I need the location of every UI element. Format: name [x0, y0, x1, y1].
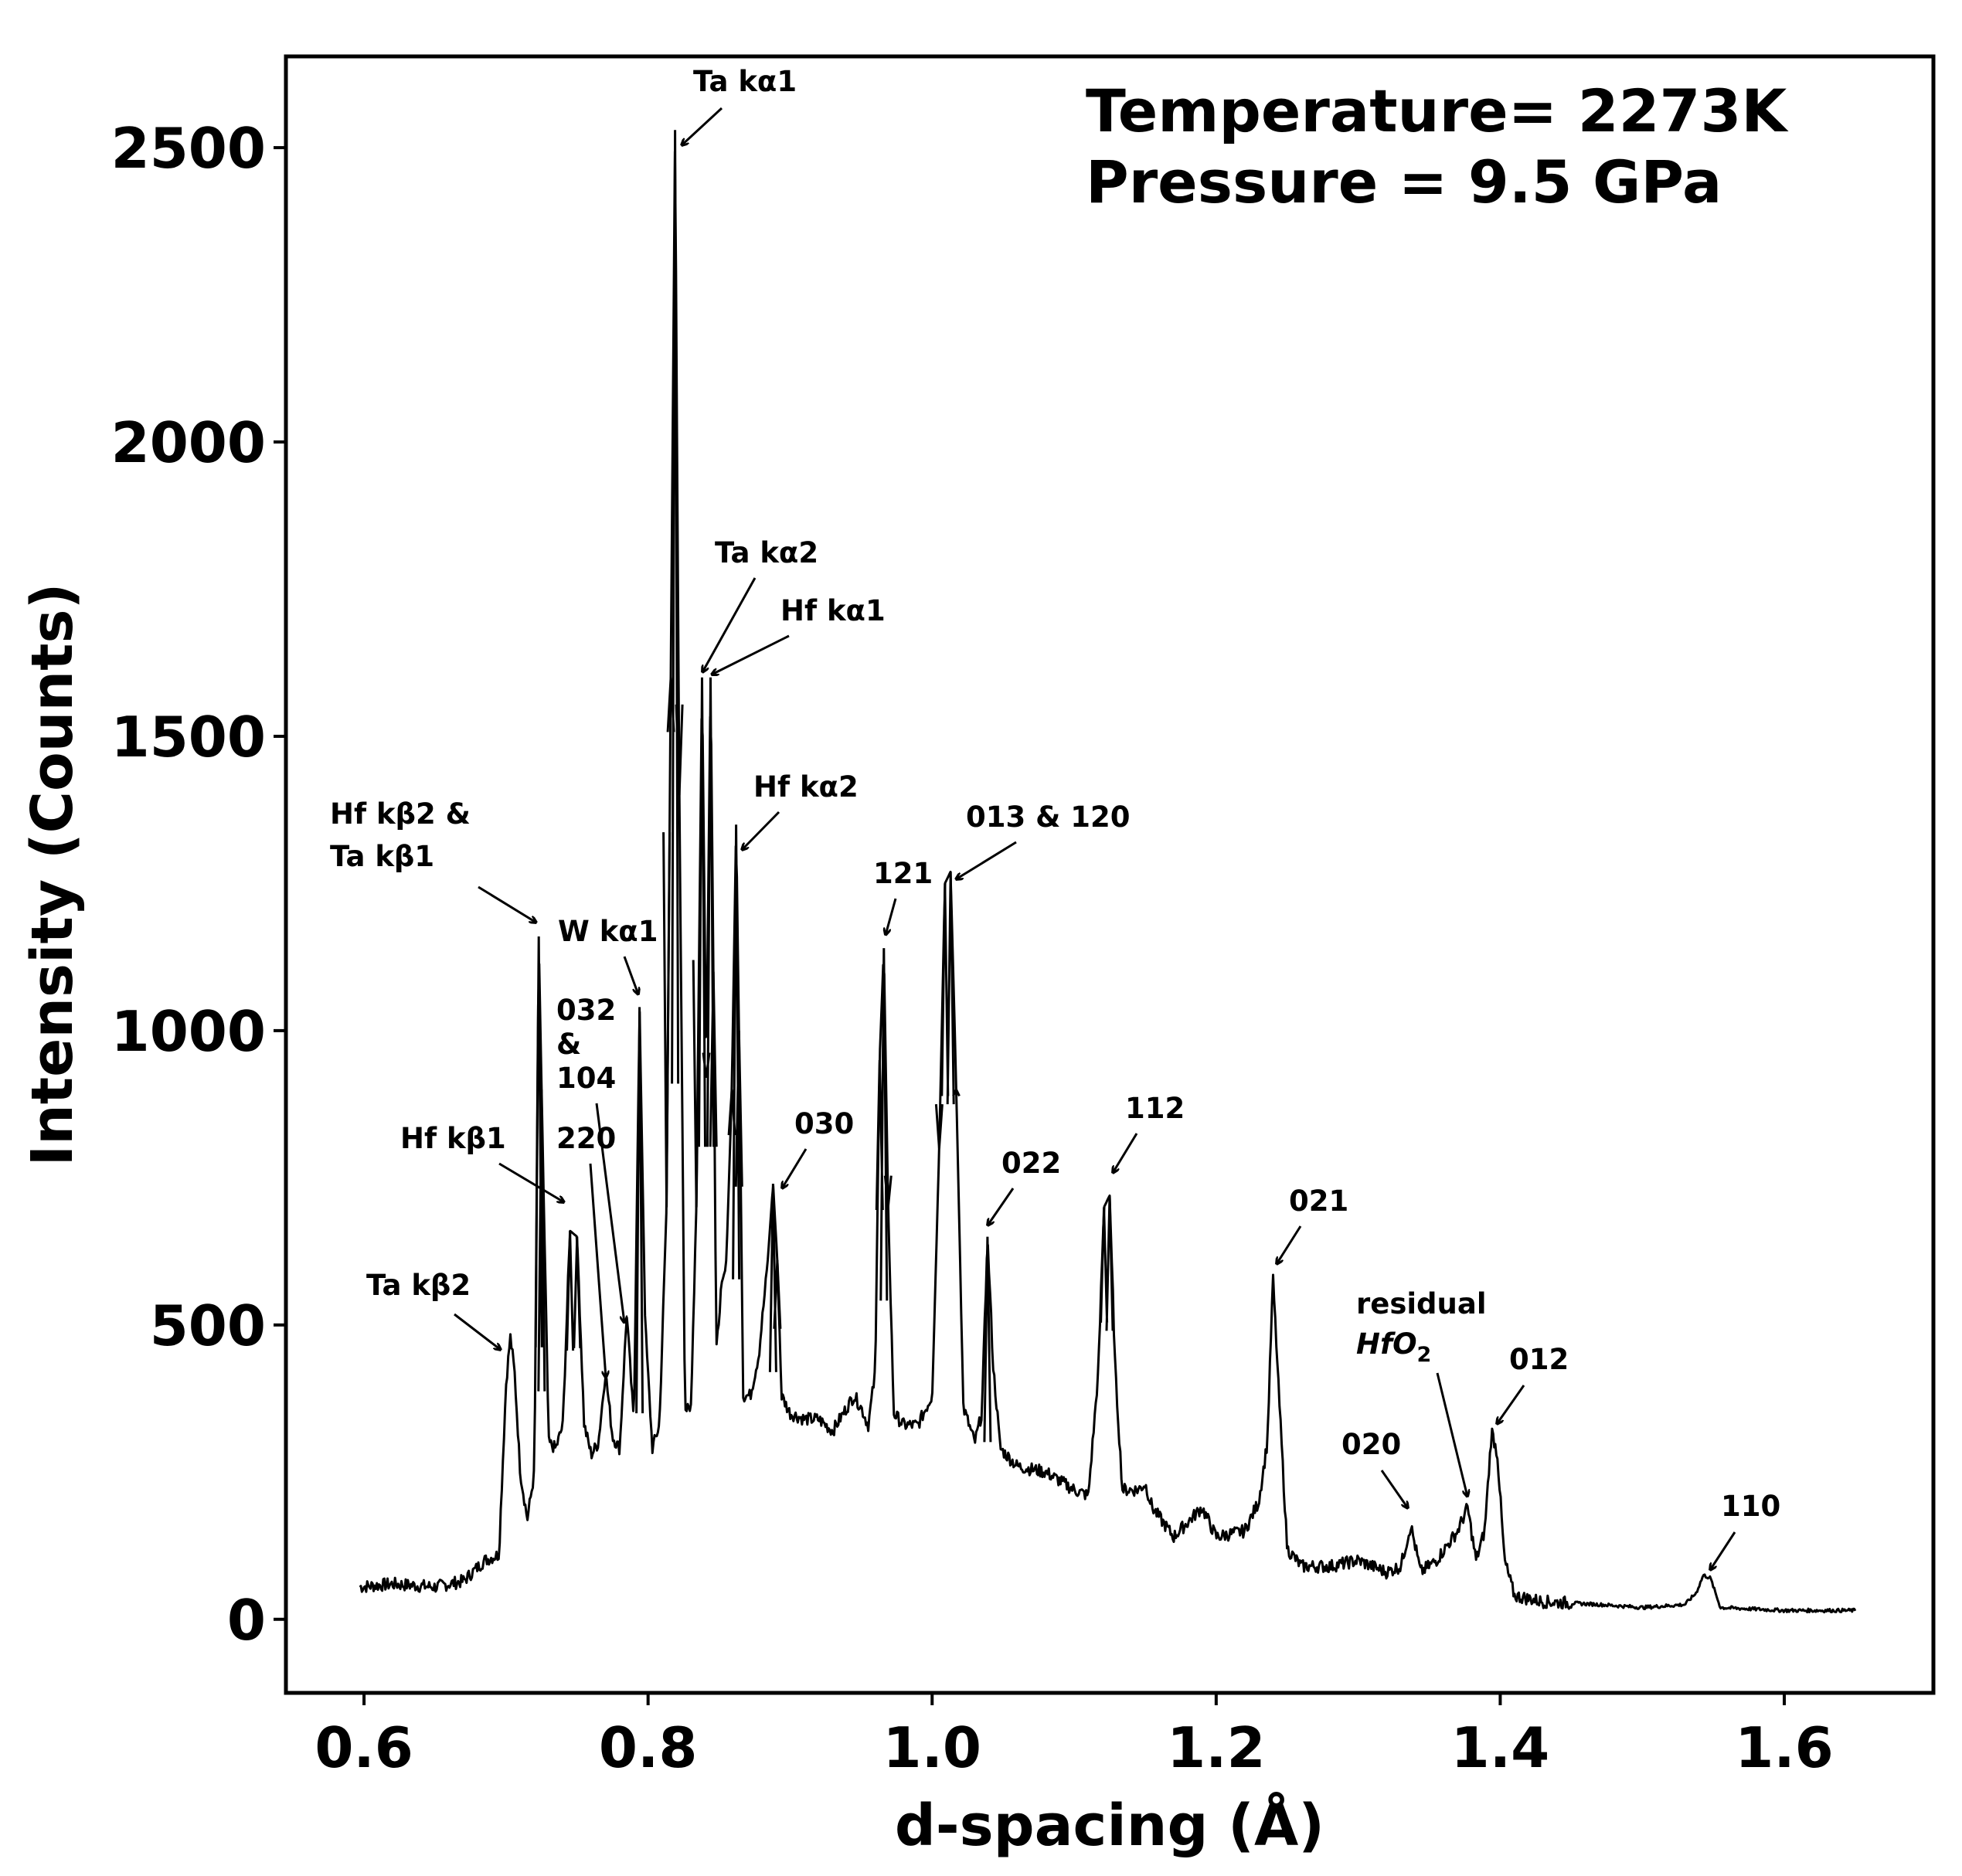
- x-tick-label: 1.4: [1451, 1715, 1550, 1780]
- annotation-030: 030: [794, 1107, 854, 1140]
- annotation-hf-ka1: Hf kα1: [780, 594, 886, 627]
- x-tick-label: 0.6: [315, 1715, 413, 1780]
- annotation-hf-kb2: Hf kβ2 &: [330, 797, 471, 831]
- annotation-ta-kb2: Ta kβ2: [366, 1269, 471, 1302]
- annotation-110-arrow: [1710, 1531, 1736, 1570]
- annotation-220-arrow: [589, 1163, 606, 1378]
- annotation-amp: &: [556, 1028, 581, 1061]
- x-tick-label: 1.0: [882, 1715, 981, 1780]
- y-tick-label: 2000: [111, 410, 266, 475]
- peak-annotations: Ta kα1 Ta kα2 Hf kα1 Hf kα2 Hf kβ2 & Ta …: [330, 65, 1780, 1570]
- annotation-hf-ka2-arrow: [742, 811, 780, 850]
- annotation-013-120-arrow: [956, 841, 1017, 879]
- x-axis-title: d-spacing (Å): [895, 1791, 1324, 1859]
- annotation-hf-kb1: Hf kβ1: [400, 1122, 506, 1155]
- x-tick-label: 1.6: [1735, 1715, 1834, 1780]
- x-tick-label: 0.8: [599, 1715, 698, 1780]
- y-tick-label: 1000: [111, 999, 266, 1064]
- annotation-110: 110: [1721, 1490, 1780, 1523]
- annotation-ta-kb1: Ta kβ1: [330, 840, 434, 873]
- y-tick-label: 1500: [111, 705, 266, 770]
- annotation-104: 104: [556, 1062, 616, 1095]
- annotation-022-arrow: [988, 1188, 1015, 1225]
- peak-spikes: [534, 130, 1114, 1443]
- y-tick-label: 0: [227, 1588, 266, 1653]
- annotation-w-ka1-arrow: [623, 956, 638, 994]
- annotation-ta-kb2-arrow: [454, 1313, 501, 1350]
- annotation-ta-ka2-arrow: [702, 577, 757, 672]
- annotation-021-arrow: [1277, 1225, 1302, 1264]
- diffraction-pattern-line: [359, 150, 1857, 1614]
- annotation-ta-ka1-arrow: [682, 107, 723, 145]
- plot-frame: [284, 54, 1936, 1695]
- annotation-hf-ka1-arrow: [712, 634, 790, 675]
- annotation-030-arrow: [782, 1148, 808, 1188]
- annotation-ta-ka1: Ta kα1: [693, 65, 797, 98]
- x-tick-label: 1.2: [1167, 1715, 1266, 1780]
- y-tick-label: 500: [150, 1293, 266, 1358]
- annotation-ta-ka2: Ta kα2: [715, 536, 818, 569]
- annotation-121: 121: [873, 857, 933, 890]
- annotation-hfo2: HfO2: [1356, 1327, 1431, 1367]
- annotation-032: 032: [556, 994, 616, 1027]
- annotation-020: 020: [1341, 1428, 1401, 1461]
- annotation-residual: residual: [1356, 1287, 1487, 1320]
- annotation-w-ka1: W kα1: [558, 915, 658, 948]
- y-tick-label: 2500: [111, 116, 266, 181]
- annotation-hf-kb1-arrow: [498, 1162, 564, 1202]
- annotation-residual-arrow: [1436, 1372, 1467, 1497]
- annotation-hf-kb2-arrow: [478, 885, 536, 923]
- annotation-021: 021: [1289, 1184, 1348, 1218]
- annotation-112-arrow: [1113, 1133, 1138, 1173]
- y-axis-title: Intensity (Counts): [19, 583, 86, 1167]
- annotation-220: 220: [556, 1122, 616, 1155]
- annotation-020-arrow: [1380, 1470, 1408, 1508]
- temperature-label: Temperature= 2273K: [1086, 76, 1789, 145]
- annotation-121-arrow: [886, 898, 897, 935]
- annotation-012: 012: [1509, 1343, 1569, 1376]
- annotation-032-arrow: [595, 1103, 624, 1323]
- annotation-022: 022: [1001, 1147, 1061, 1180]
- annotation-hf-ka2: Hf kα2: [753, 770, 859, 804]
- y-ticks: 0 500 1000 1500 2000 2500: [111, 116, 286, 1653]
- annotation-012-arrow: [1497, 1385, 1525, 1424]
- annotation-112: 112: [1125, 1092, 1185, 1125]
- annotation-013-120: 013 & 120: [966, 800, 1131, 834]
- x-ticks: 0.6 0.8 1.0 1.2 1.4 1.6: [315, 1693, 1834, 1780]
- pressure-label: Pressure = 9.5 GPa: [1086, 148, 1722, 216]
